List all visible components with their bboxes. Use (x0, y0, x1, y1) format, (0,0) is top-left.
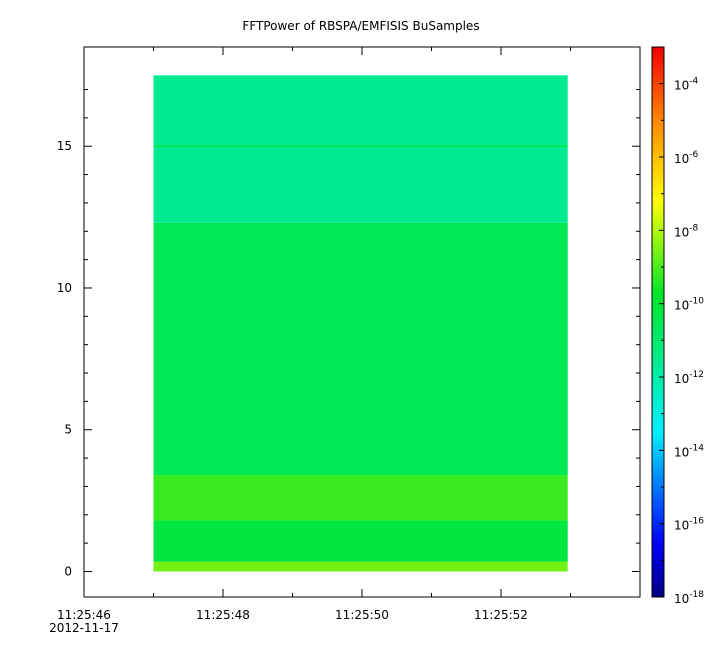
chart-title: FFTPower of RBSPA/EMFISIS BuSamples (242, 19, 479, 33)
x-tick-label: 11:25:52 (474, 608, 528, 622)
colorbar-label: 10-14 (674, 443, 704, 459)
colorbar-label: 10-6 (674, 150, 699, 166)
colorbar-label: 10-18 (674, 590, 704, 606)
colorbar-gradient (651, 46, 665, 598)
y-axis: 0 5 10 15 (57, 89, 640, 578)
x-tick-date-label: 2012-11-17 (49, 621, 119, 635)
spectrogram-band-0 (153, 561, 568, 572)
y-tick-label: 10 (57, 281, 72, 295)
spectrogram-band-3 (153, 222, 568, 476)
spectrogram-band-4 (153, 75, 568, 223)
colorbar-label: 10-8 (674, 223, 699, 239)
spectrogram-line-0 (153, 145, 568, 148)
colorbar-label: 10-4 (674, 77, 699, 93)
colorbar-label: 10-16 (674, 517, 704, 533)
colorbar-label: 10-12 (674, 370, 704, 386)
x-tick-label: 11:25:48 (196, 608, 250, 622)
spectrogram-band-1 (153, 520, 568, 562)
spectrogram-band-2 (153, 475, 568, 521)
spectrogram-image (153, 75, 568, 572)
x-tick-label: 11:25:46 (57, 608, 111, 622)
colorbar-label: 10-10 (674, 297, 704, 313)
colorbar: 10-4 10-6 10-8 10-10 10-12 10-14 10-16 10-18 (651, 46, 704, 606)
y-tick-label: 15 (57, 139, 72, 153)
y-tick-label: 5 (64, 423, 72, 437)
x-tick-label: 11:25:50 (335, 608, 389, 622)
y-tick-label: 0 (64, 564, 72, 578)
